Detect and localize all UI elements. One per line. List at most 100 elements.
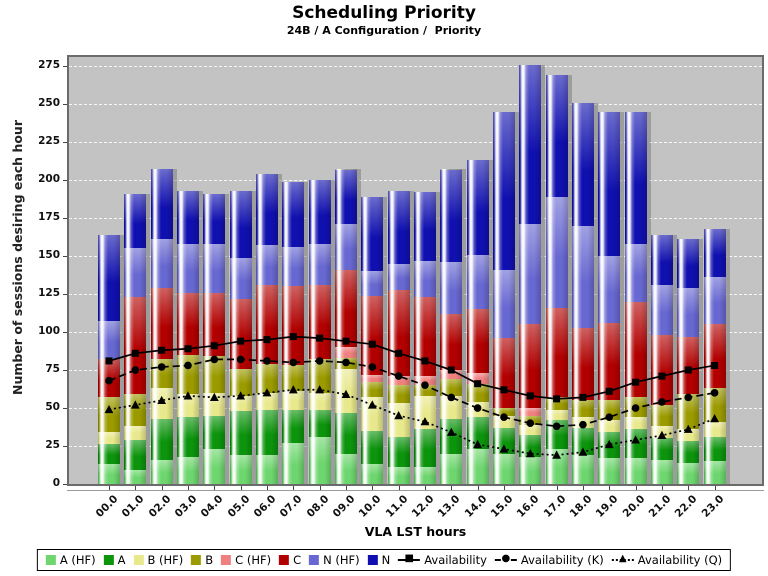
bar-stack <box>598 111 621 484</box>
bar-segment <box>440 313 463 371</box>
bar-segment <box>440 379 463 396</box>
legend-line-sample-icon: ● <box>494 553 517 566</box>
legend-label: Availability <box>424 553 487 567</box>
bar-segment <box>440 370 463 380</box>
bar-segment <box>624 417 647 430</box>
bar-stack <box>98 234 120 484</box>
bar-segment <box>624 397 647 418</box>
bar-segment <box>361 397 384 431</box>
bar-stack <box>703 228 726 484</box>
bar-segment <box>598 256 621 323</box>
legend-label: B (HF) <box>147 553 184 567</box>
x-tick-mark <box>161 486 163 490</box>
grid-line <box>69 180 762 182</box>
bar-segment <box>387 436 410 468</box>
y-tick-label: 125 <box>38 287 60 300</box>
bar-segment <box>519 435 542 457</box>
bar-segment <box>677 429 700 442</box>
bar-segment <box>308 284 331 360</box>
x-tick-mark <box>240 486 242 490</box>
bar-segment <box>124 426 147 440</box>
bar-segment <box>466 383 489 402</box>
bar-segment <box>308 392 331 410</box>
bar-segment <box>282 365 305 392</box>
x-tick-mark <box>319 486 321 490</box>
bar-segment <box>255 392 278 410</box>
x-tick-mark <box>661 486 663 490</box>
bar-segment <box>545 196 568 308</box>
x-tick-mark <box>293 486 295 490</box>
legend-line-sample-icon: ▲ <box>611 553 634 566</box>
y-tick-label: 75 <box>45 363 60 376</box>
y-tick-label: 200 <box>38 173 60 186</box>
bar-segment <box>308 359 331 393</box>
bar-segment <box>361 271 384 296</box>
bar-segment <box>334 453 357 484</box>
bar-stack <box>571 102 594 484</box>
bar-segment <box>176 243 199 293</box>
bar-segment <box>519 224 542 325</box>
bar-segment <box>387 385 410 404</box>
bar-segment <box>703 436 726 462</box>
bar-segment <box>545 420 568 450</box>
bar-segment <box>98 464 120 484</box>
bar-segment <box>387 376 410 386</box>
bar-segment <box>150 359 173 389</box>
bar-segment <box>545 409 568 421</box>
y-tick-mark <box>63 408 67 410</box>
bar-segment <box>176 354 199 395</box>
bar-segment <box>361 382 384 398</box>
legend-item: B <box>191 553 213 567</box>
bar-stack <box>282 181 305 484</box>
bar-segment <box>624 111 647 244</box>
bar-stack <box>492 111 515 484</box>
bar-segment <box>229 368 252 396</box>
grid-line <box>69 66 762 68</box>
bar-segment <box>203 193 226 244</box>
bar-segment <box>492 453 515 484</box>
y-tick-mark <box>63 484 67 485</box>
y-tick-mark <box>63 218 67 220</box>
bar-segment <box>203 243 226 293</box>
bar-segment <box>150 288 173 360</box>
legend-swatch-icon <box>133 555 144 565</box>
bar-segment <box>519 424 542 436</box>
bar-segment <box>571 455 594 484</box>
bar-segment <box>387 403 410 437</box>
chart-subtitle: 24B / A Configuration / Priority <box>286 24 482 37</box>
bar-segment <box>334 368 357 413</box>
bar-segment <box>308 180 331 244</box>
y-tick-label: 250 <box>38 97 60 110</box>
bar-segment <box>624 458 647 484</box>
bar-segment <box>545 449 568 484</box>
bar-segment <box>598 432 621 459</box>
bar-segment <box>334 347 357 358</box>
legend-item: ● Availability (K) <box>494 553 604 567</box>
x-tick-mark <box>530 486 532 490</box>
x-tick-mark <box>266 486 268 490</box>
bar-segment <box>282 181 305 247</box>
bar-segment <box>677 336 700 395</box>
y-tick-label: 275 <box>38 59 60 72</box>
bar-segment <box>466 309 489 374</box>
bar-segment <box>440 453 463 484</box>
legend-item: N <box>367 553 390 567</box>
legend-item: N (HF) <box>309 553 360 567</box>
bar-segment <box>176 190 199 244</box>
bar-segment <box>150 169 173 240</box>
grid-line <box>69 104 762 106</box>
bar-segment <box>571 417 594 428</box>
bar-stack <box>124 193 147 484</box>
legend-label: A (HF) <box>59 553 96 567</box>
y-tick-label: 150 <box>38 249 60 262</box>
bar-segment <box>176 292 199 355</box>
y-tick-label: 225 <box>38 135 60 148</box>
bar-stack <box>545 75 568 484</box>
bar-segment <box>413 429 436 468</box>
bar-segment <box>492 415 515 428</box>
bar-segment <box>98 444 120 465</box>
x-tick-mark <box>582 486 584 490</box>
bar-segment <box>624 301 647 398</box>
bar-segment <box>255 245 278 285</box>
bar-segment <box>176 456 199 484</box>
